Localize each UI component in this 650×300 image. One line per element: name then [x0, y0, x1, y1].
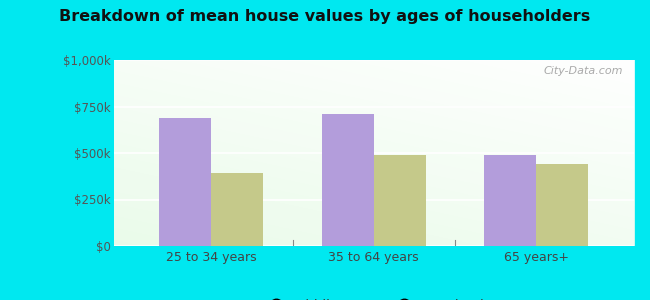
Legend: Middletown, Maryland: Middletown, Maryland	[257, 294, 490, 300]
Bar	[211, 173, 263, 246]
Bar	[484, 155, 536, 246]
Bar	[374, 155, 426, 246]
Bar	[536, 164, 588, 246]
Text: City-Data.com: City-Data.com	[544, 66, 623, 76]
Bar	[322, 114, 374, 246]
Text: Breakdown of mean house values by ages of householders: Breakdown of mean house values by ages o…	[59, 9, 591, 24]
Bar	[159, 118, 211, 246]
